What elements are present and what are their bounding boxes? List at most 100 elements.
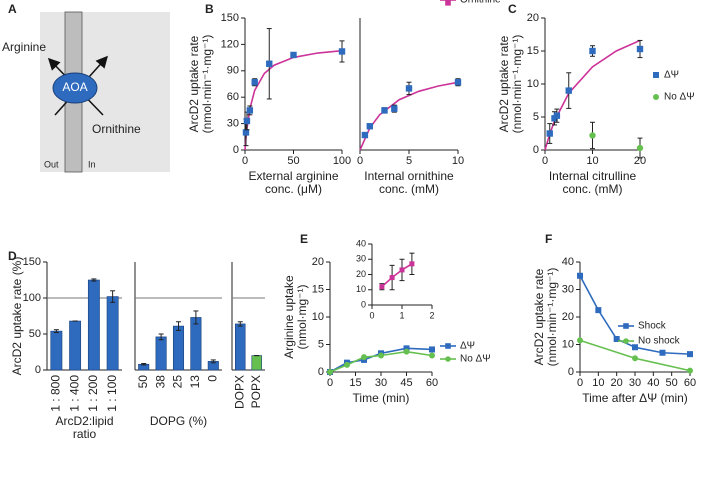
bar	[106, 296, 119, 371]
y-tick-label: 40	[356, 238, 366, 248]
x-tick-label: 20	[611, 377, 623, 389]
bar	[155, 336, 167, 371]
data-line	[381, 263, 413, 288]
data-point	[290, 51, 297, 59]
data-point	[344, 361, 350, 368]
bar	[172, 325, 185, 371]
x-tick-label: DOPX	[232, 375, 246, 409]
legend-label: No ΔΨ	[460, 354, 491, 365]
x-tick-label: 0	[242, 155, 248, 167]
y-tick-label: 50	[29, 328, 41, 340]
x-axis-label: ArcD2:lipid	[55, 414, 113, 428]
x-tick-label: 30	[375, 377, 387, 389]
data-point	[389, 275, 395, 281]
bar	[87, 279, 100, 371]
x-tick-label: 50	[287, 155, 299, 167]
data-line	[329, 350, 433, 373]
data-point	[391, 105, 398, 112]
y-tick-label: 30	[356, 254, 366, 264]
y-axis-label: (nmol·min⁻¹·mg⁻¹)	[510, 35, 524, 134]
data-point	[636, 144, 644, 152]
data-point	[379, 284, 385, 290]
y-tick-label: 5	[318, 338, 324, 350]
panel-label: D	[8, 249, 17, 263]
x-tick-label: 5	[406, 155, 412, 167]
legend-label: ΔΨ	[460, 341, 475, 352]
y-tick-label: 10	[527, 78, 539, 90]
y-axis-label: ArcD2 uptake rate (%)	[10, 257, 24, 376]
data-point	[687, 367, 693, 374]
data-point	[378, 352, 384, 359]
legend-marker	[445, 343, 451, 349]
x-tick-label: 1 : 400	[67, 375, 81, 412]
y-tick-label: 0	[318, 366, 324, 378]
data-point	[327, 369, 333, 375]
y-tick-label: 0	[233, 144, 239, 156]
data-point	[251, 79, 258, 86]
x-tick-label: 60	[426, 377, 438, 389]
x-tick-label: 13	[188, 375, 202, 389]
data-point	[553, 112, 561, 119]
data-point	[595, 307, 602, 314]
data-point	[361, 131, 369, 139]
legend-marker	[445, 356, 451, 362]
y-tick-label: 0	[568, 366, 574, 378]
y-tick-label: 0	[533, 144, 539, 156]
data-point	[577, 337, 583, 344]
y-tick-label: 15	[527, 45, 539, 57]
x-tick-label: 50	[666, 377, 678, 389]
data-point	[242, 129, 250, 136]
bar	[69, 320, 82, 371]
bar	[50, 330, 63, 371]
bar	[235, 323, 246, 371]
x-tick-label: 0	[357, 155, 363, 167]
y-tick-label: 20	[527, 12, 539, 24]
x-tick-label: 0	[205, 375, 219, 382]
x-tick-label: 0	[327, 377, 333, 389]
y-axis-label: ArcD2 uptake rate	[187, 35, 201, 132]
data-point	[577, 272, 583, 279]
y-tick-label: 10	[562, 338, 574, 350]
product-label: Ornithine	[92, 122, 141, 136]
y-tick-label: 0	[361, 299, 366, 309]
x-tick-label: 10	[586, 155, 598, 167]
x-tick-label: 30	[629, 377, 641, 389]
data-point	[266, 60, 273, 67]
x-tick-label: 10	[592, 377, 604, 389]
data-point	[454, 79, 462, 86]
legend-marker	[653, 94, 659, 100]
data-point	[366, 123, 373, 130]
legend-label: No shock	[638, 336, 681, 347]
data-point	[589, 132, 596, 139]
x-axis-label: conc. (mM)	[379, 182, 439, 196]
y-tick-label: 100	[23, 292, 41, 304]
legend-marker	[653, 72, 659, 78]
x-axis-label: Internal citrulline	[549, 169, 637, 183]
x-tick-label: 2	[429, 310, 434, 320]
y-tick-label: 15	[312, 283, 324, 295]
legend-marker	[623, 338, 629, 344]
x-tick-label: 0	[369, 310, 374, 320]
y-axis-label: (nmol·min⁻¹·mg⁻¹)	[545, 268, 559, 367]
x-tick-label: POPX	[249, 375, 263, 408]
x-tick-label: 0	[542, 155, 548, 167]
x-tick-label: 38	[153, 375, 167, 389]
legend-label: ΔΨ	[664, 70, 679, 81]
data-point	[429, 346, 435, 353]
data-point	[381, 107, 388, 114]
y-tick-label: 0	[35, 364, 41, 376]
data-point	[659, 349, 666, 356]
y-tick-label: 10	[312, 311, 324, 323]
x-axis-label: DOPG (%)	[150, 414, 207, 428]
x-axis-label: Time (min)	[353, 391, 410, 405]
x-tick-label: 60	[684, 377, 696, 389]
data-point	[361, 354, 367, 361]
inside-label: In	[88, 159, 96, 169]
panel-label: B	[205, 2, 214, 16]
data-point	[405, 85, 413, 92]
x-axis-label: ratio	[73, 427, 97, 441]
panel-label: F	[545, 232, 552, 246]
y-tick-label: 150	[23, 256, 41, 268]
y-tick-label: 150	[221, 12, 239, 24]
